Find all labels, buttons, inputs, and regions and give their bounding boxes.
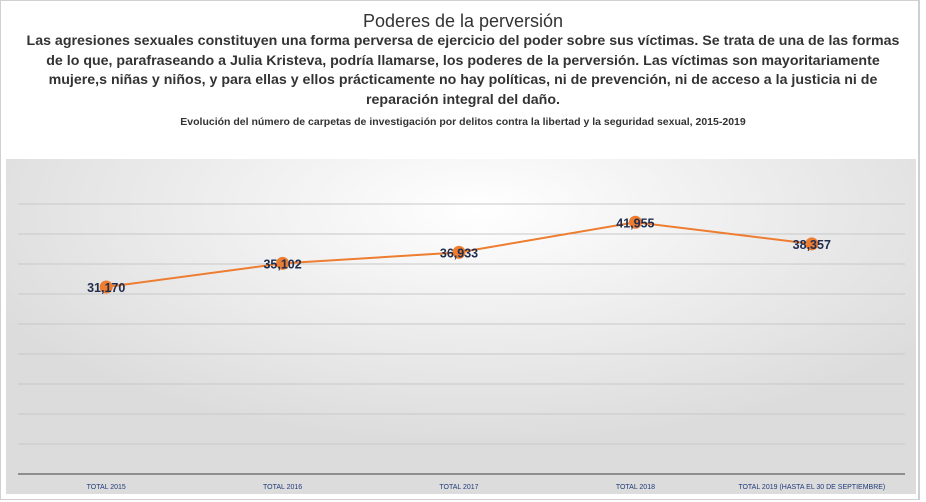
data-label: 38,357 xyxy=(793,238,831,252)
x-tick-label: TOTAL 2016 xyxy=(263,484,302,491)
data-label: 36,933 xyxy=(440,246,478,260)
data-label: 31,170 xyxy=(87,281,125,295)
plot-area xyxy=(6,159,916,494)
x-tick-label: TOTAL 2018 xyxy=(616,484,655,491)
x-tick-label: TOTAL 2017 xyxy=(439,484,478,491)
data-label: 35,102 xyxy=(263,257,301,271)
data-point xyxy=(276,256,290,270)
data-point xyxy=(805,237,819,251)
x-tick-label: TOTAL 2019 (HASTA EL 30 DE SEPTIEMBRE) xyxy=(738,484,885,491)
chart-subtitle: Evolución del número de carpetas de inve… xyxy=(180,116,746,128)
chart-description: Las agresiones sexuales constituyen una … xyxy=(26,33,900,108)
data-point xyxy=(628,215,642,229)
data-point xyxy=(452,245,466,259)
data-label: 41,955 xyxy=(616,216,654,230)
data-point xyxy=(99,280,113,294)
chart-header: Poderes de la perversión Las agresiones … xyxy=(0,10,926,128)
chart-title: Poderes de la perversión xyxy=(362,11,564,31)
x-tick-label: TOTAL 2015 xyxy=(87,484,126,491)
